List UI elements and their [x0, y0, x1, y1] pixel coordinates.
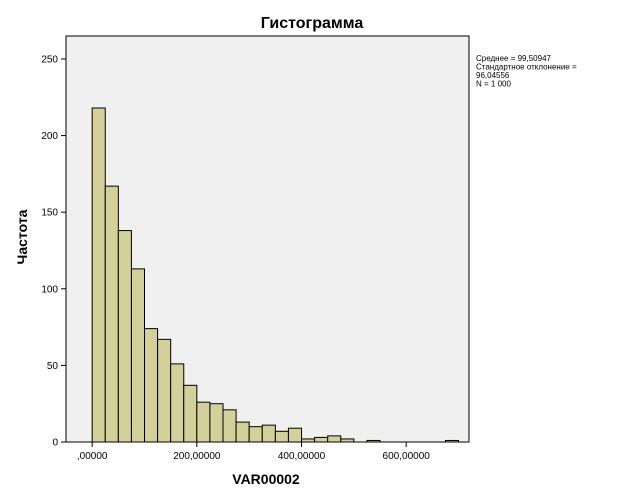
histogram-bar [248, 426, 263, 443]
histogram-bar [261, 424, 276, 443]
histogram-bar [327, 435, 342, 443]
histogram-bar [235, 421, 250, 443]
y-axis: 0 50 100 150 200 250 [41, 54, 66, 449]
x-axis-label: VAR00002 [232, 471, 300, 487]
histogram-bar [287, 427, 303, 443]
histogram-bar [130, 268, 146, 443]
x-tick-label: 200,00000 [173, 451, 221, 462]
histogram-bar [170, 363, 185, 443]
y-axis-label: Частота [14, 209, 30, 264]
statistics-line: 96,04556 [476, 71, 510, 80]
histogram-bar [340, 438, 355, 443]
statistics-line: N = 1 000 [476, 80, 511, 89]
x-tick-label: 600,00000 [383, 451, 431, 462]
histogram-bar [117, 230, 132, 443]
histogram-bar [274, 430, 289, 443]
y-tick-label: 200 [41, 131, 58, 142]
histogram-bar [144, 328, 159, 443]
bars-group [91, 107, 460, 443]
histogram-bar [157, 338, 172, 443]
histogram-bar [91, 107, 106, 443]
x-tick-label: ,00000 [77, 451, 108, 462]
histogram-bar [366, 439, 381, 443]
y-tick-label: 0 [52, 438, 58, 449]
histogram-bar [196, 401, 211, 443]
histogram-bar [301, 438, 316, 443]
histogram-bar [314, 436, 329, 443]
y-tick-label: 250 [41, 54, 58, 65]
statistics-line: Стандартное отклонение = [476, 63, 577, 72]
histogram-bar [183, 384, 198, 443]
chart-title: Гистограмма [261, 15, 364, 32]
x-axis: ,00000 200,00000 400,00000 600,00000 [77, 442, 430, 462]
histogram-bar [444, 439, 460, 443]
y-tick-label: 100 [41, 284, 58, 295]
histogram-bar [104, 185, 119, 443]
y-tick-label: 50 [47, 361, 59, 372]
statistics-line: Среднее = 99,50947 [476, 54, 552, 63]
histogram-bar [222, 409, 237, 443]
y-tick-label: 150 [41, 208, 58, 219]
histogram-bar [209, 403, 224, 443]
x-tick-label: 400,00000 [278, 451, 326, 462]
